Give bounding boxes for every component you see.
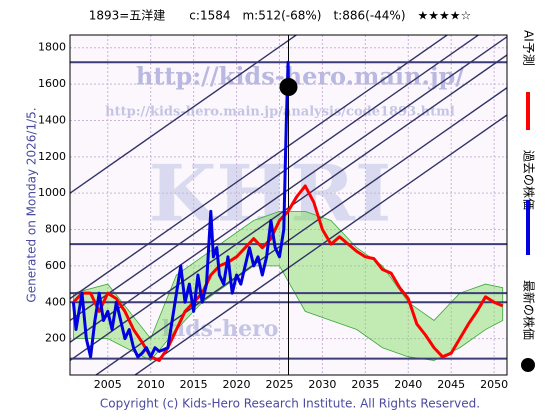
y-tick-label: 800 [45,223,66,236]
legend-swatch [521,358,535,372]
y-tick-label: 1400 [38,113,66,126]
y-tick-label: 1000 [38,186,66,199]
y-tick-label: 600 [45,259,66,272]
x-tick-label: 2035 [351,378,379,391]
x-tick-label: 2015 [180,378,208,391]
y-tick-label: 1600 [38,77,66,90]
watermark: http://kids-hero.main.jp/analysis/code18… [105,105,455,120]
chart-title: 1893=五洋建 c:1584 m:512(-68%) t:886(-44%) … [89,8,472,23]
x-tick-label: 2040 [394,378,422,391]
legend-label: 最新の株価 [522,280,537,340]
x-tick-label: 2020 [223,378,251,391]
watermark: http://kids-hero.main.jp/ [136,62,464,91]
y-tick-label: 1200 [38,150,66,163]
x-tick-label: 2050 [480,378,508,391]
legend-label: 過去の株価 [522,150,537,210]
x-tick-label: 2010 [137,378,165,391]
plot-frame [69,34,508,376]
series-line [71,60,290,359]
latest-point [279,78,298,96]
plot-layer: http://kids-hero.main.jp/http://kids-her… [70,35,507,375]
x-tick-label: 2045 [437,378,465,391]
generated-note: Generated on Monday 2026/1/5. [25,107,39,302]
legend-label: AI予測 [522,30,536,66]
y-tick-label: 400 [45,295,66,308]
y-tick-label: 1800 [38,41,66,54]
x-tick-label: 2025 [265,378,293,391]
x-tick-label: 2030 [308,378,336,391]
copyright: Copyright (c) Kids-Hero Research Institu… [100,397,480,411]
x-tick-label: 2005 [94,378,122,391]
y-tick-label: 200 [45,332,66,345]
